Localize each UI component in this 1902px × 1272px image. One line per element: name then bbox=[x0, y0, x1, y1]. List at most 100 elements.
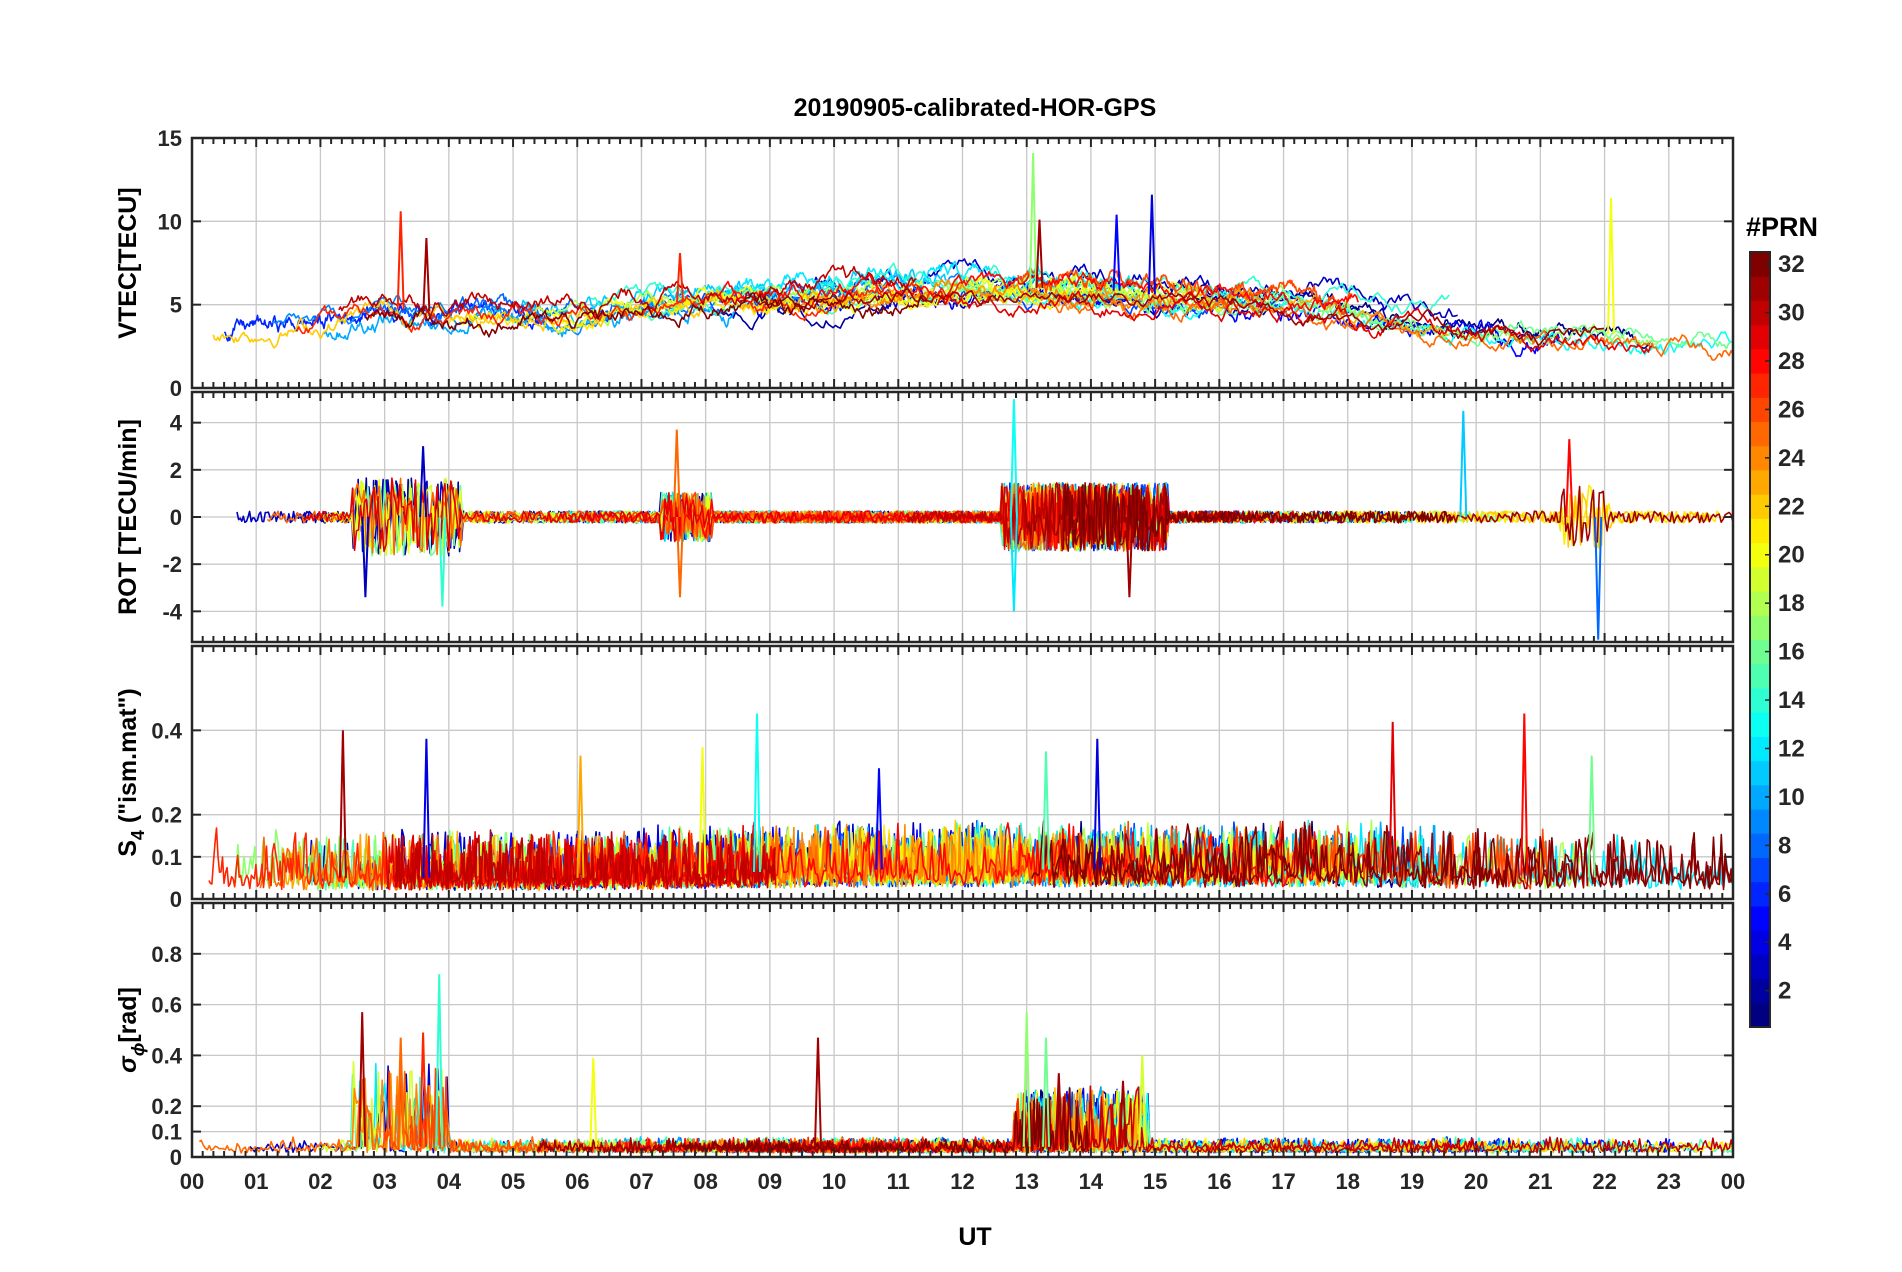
x-tick-label: 19 bbox=[1400, 1169, 1424, 1194]
colorbar-segment-27 bbox=[1750, 373, 1770, 398]
x-axis-label: UT bbox=[958, 1223, 991, 1251]
x-tick-label: 00 bbox=[180, 1169, 204, 1194]
spike-prn-14 bbox=[435, 974, 444, 1147]
y-tick-label: -4 bbox=[162, 599, 182, 624]
y-tick-label: 0.2 bbox=[151, 1094, 182, 1119]
prn-32-line bbox=[365, 292, 928, 338]
x-tick-label: 09 bbox=[758, 1169, 782, 1194]
spike-prn-12 bbox=[1009, 516, 1018, 612]
spike-prn-23 bbox=[576, 755, 585, 878]
panel-vtec: 0 5 10 15 VTEC[TECU] bbox=[114, 126, 1735, 401]
colorbar-tick-label: 6 bbox=[1778, 881, 1791, 908]
colorbar-segment-1 bbox=[1750, 1002, 1770, 1028]
spike-prn-14 bbox=[438, 516, 447, 607]
spike-prn-16 bbox=[1042, 1037, 1050, 1147]
colorbar-segment-24 bbox=[1750, 445, 1770, 471]
x-tick-label: 20 bbox=[1464, 1169, 1488, 1194]
colorbar-segment-32 bbox=[1750, 252, 1770, 277]
y-tick-label: 0.2 bbox=[151, 803, 182, 828]
prn-25-line bbox=[266, 477, 1042, 556]
prn-30-line bbox=[338, 264, 917, 320]
colorbar-tick-label: 24 bbox=[1778, 445, 1805, 472]
x-tick-label: 10 bbox=[822, 1169, 846, 1194]
y-tick-label: 0 bbox=[170, 376, 182, 401]
spike-prn-25 bbox=[396, 1037, 405, 1147]
spike-prn-20 bbox=[589, 1057, 598, 1147]
colorbar-segment-5 bbox=[1750, 905, 1770, 931]
x-tick-label: 16 bbox=[1207, 1169, 1231, 1194]
colorbar-segment-29 bbox=[1750, 324, 1770, 350]
y-axis-label: σϕ[rad] bbox=[114, 987, 148, 1073]
spike-prn-31 bbox=[422, 237, 431, 312]
colorbar-segment-3 bbox=[1750, 954, 1770, 980]
spike-prn-31 bbox=[358, 1012, 367, 1147]
colorbar-segment-23 bbox=[1750, 469, 1770, 495]
prn-32-line bbox=[1031, 820, 1733, 890]
spike-prn-3 bbox=[419, 446, 428, 518]
colorbar-segment-18 bbox=[1750, 591, 1770, 616]
y-tick-label: -2 bbox=[162, 552, 182, 577]
colorbar-tick-label: 18 bbox=[1778, 590, 1805, 617]
prn-10-line bbox=[323, 299, 735, 341]
prn-5-line bbox=[1074, 294, 1560, 358]
spike-prn-27 bbox=[676, 252, 684, 303]
colorbar-segment-13 bbox=[1750, 712, 1770, 737]
spike-prn-17 bbox=[1022, 1012, 1031, 1147]
x-tick-label: 17 bbox=[1271, 1169, 1295, 1194]
colorbar-title: #PRN bbox=[1746, 212, 1818, 242]
spike-prn-4 bbox=[1147, 194, 1156, 295]
y-axis-label: VTEC[TECU] bbox=[114, 187, 142, 338]
colorbar-tick-label: 4 bbox=[1778, 929, 1792, 956]
y-tick-label: 0.1 bbox=[151, 1120, 182, 1145]
x-tick-label: 12 bbox=[950, 1169, 974, 1194]
prn-28-line bbox=[718, 270, 1359, 312]
spike-prn-5 bbox=[875, 768, 883, 870]
spike-prn-31 bbox=[1054, 1073, 1063, 1147]
spike-prn-4 bbox=[1093, 738, 1102, 870]
prn-31-line bbox=[757, 288, 1605, 347]
x-tick-label: 04 bbox=[437, 1169, 462, 1194]
x-tick-label: 14 bbox=[1079, 1169, 1104, 1194]
x-tick-label: 18 bbox=[1336, 1169, 1360, 1194]
prn-26-line bbox=[1017, 268, 1353, 316]
series-group bbox=[236, 399, 1733, 640]
colorbar-tick-label: 32 bbox=[1778, 251, 1805, 278]
prn-29-line bbox=[758, 1086, 1474, 1154]
colorbar-segment-2 bbox=[1750, 978, 1770, 1004]
colorbar-tick-label: 12 bbox=[1778, 735, 1805, 762]
colorbar-segment-6 bbox=[1750, 881, 1770, 907]
y-axis-label: S4 ("ism.mat") bbox=[114, 688, 148, 857]
colorbar-segment-4 bbox=[1750, 930, 1770, 955]
x-tick-label: 15 bbox=[1143, 1169, 1167, 1194]
spike-prn-16 bbox=[1587, 755, 1596, 878]
colorbar-tick-label: 30 bbox=[1778, 300, 1805, 327]
colorbar-segment-7 bbox=[1750, 857, 1770, 883]
colorbar-tick-label: 8 bbox=[1778, 832, 1791, 859]
y-axis-label: ROT [TECU/min] bbox=[114, 419, 142, 615]
colorbar-tick-label: 2 bbox=[1778, 978, 1791, 1005]
x-tick-label: 07 bbox=[629, 1169, 653, 1194]
colorbar-segment-21 bbox=[1750, 518, 1770, 544]
spike-prn-15 bbox=[1042, 751, 1050, 870]
y-tick-label: 5 bbox=[170, 293, 182, 318]
panel-s4: 00.10.20.4S4 ("ism.mat") bbox=[114, 644, 1735, 912]
prn-21-line bbox=[448, 282, 1104, 334]
x-tick-label: 08 bbox=[693, 1169, 717, 1194]
y-axis-label-rest: [rad] bbox=[114, 987, 142, 1043]
spike-prn-31 bbox=[338, 730, 347, 878]
colorbar-segment-12 bbox=[1750, 736, 1770, 762]
colorbar-tick-label: 16 bbox=[1778, 639, 1805, 666]
y-axis-label-main: S bbox=[114, 840, 142, 857]
colorbar-segment-16 bbox=[1750, 639, 1770, 665]
colorbar-segment-25 bbox=[1750, 421, 1770, 447]
x-tick-label: 01 bbox=[244, 1169, 268, 1194]
colorbar-segment-10 bbox=[1750, 784, 1770, 810]
y-tick-label: 0.8 bbox=[151, 942, 182, 967]
x-tick-label: 23 bbox=[1657, 1169, 1681, 1194]
prn-30-line bbox=[1073, 1085, 1733, 1154]
colorbar-box bbox=[1749, 251, 1771, 1028]
y-tick-label: 0.1 bbox=[151, 845, 182, 870]
spike-prn-13 bbox=[753, 713, 761, 873]
prn-29-line bbox=[936, 290, 1653, 354]
